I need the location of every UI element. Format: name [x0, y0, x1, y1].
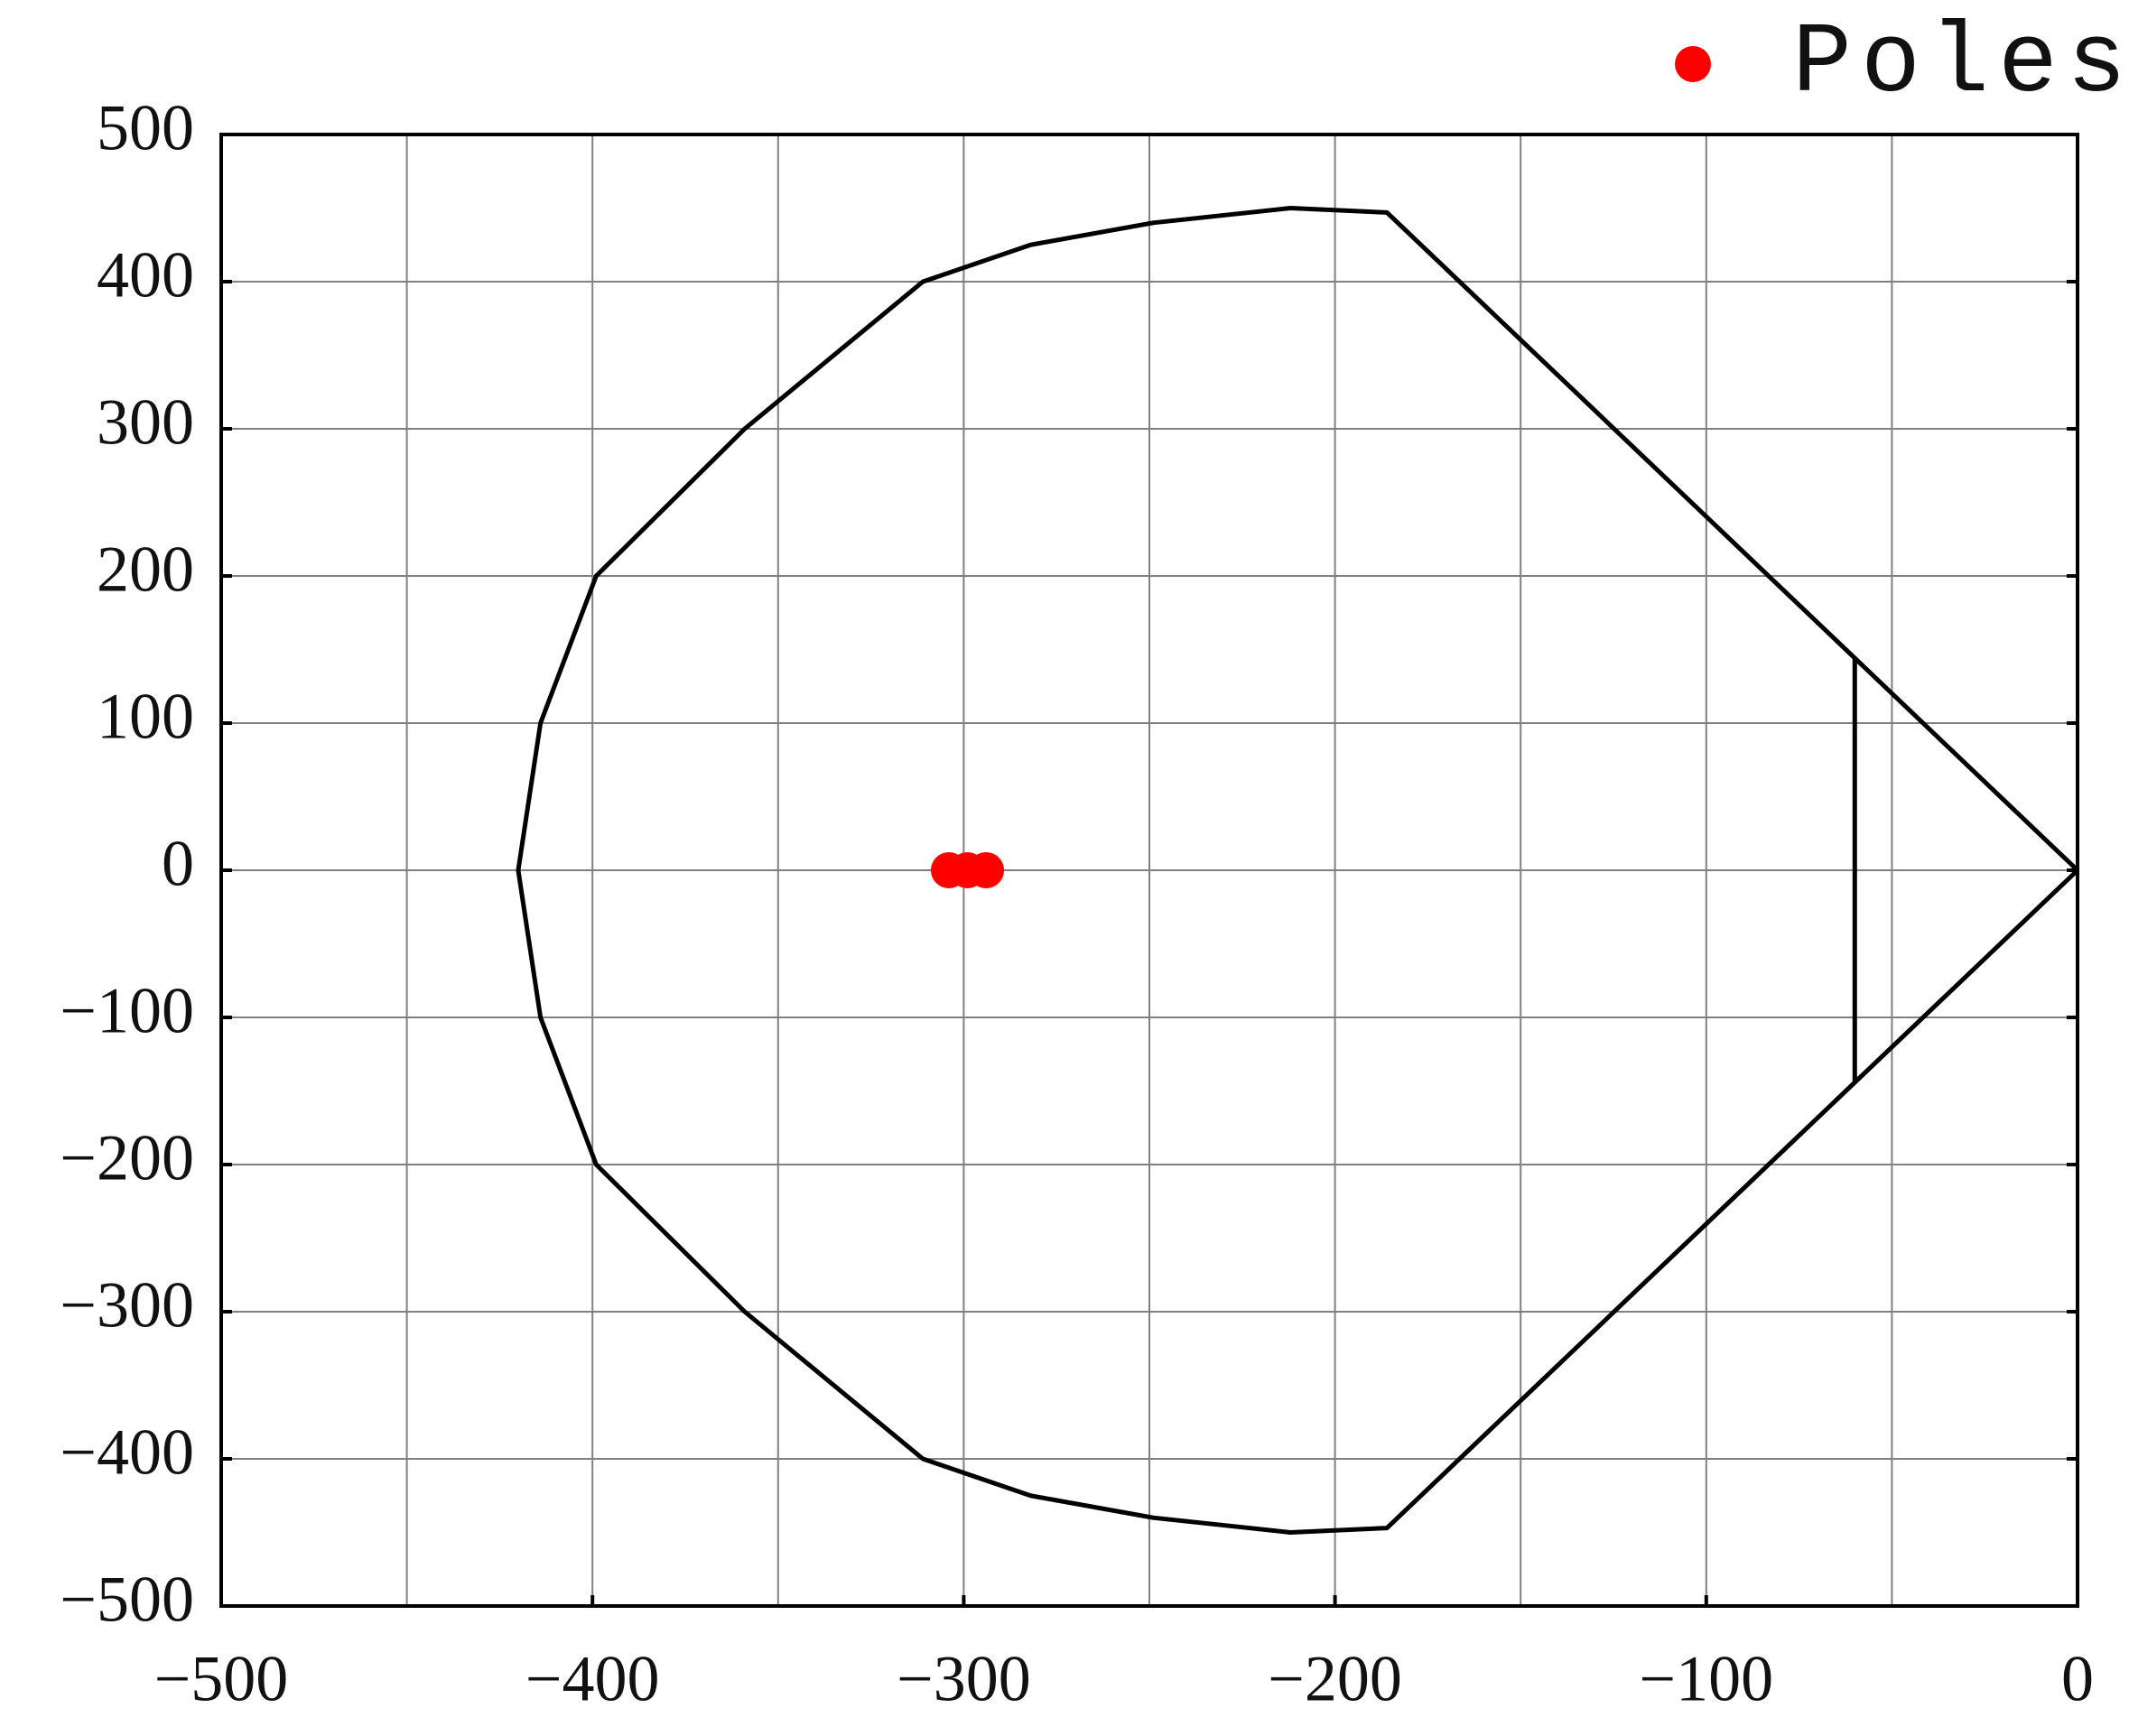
x-tick-label: −200	[1268, 1643, 1402, 1715]
y-tick-label: 0	[162, 828, 194, 900]
y-tick-label: 300	[97, 386, 194, 459]
y-tick-label: −300	[60, 1269, 194, 1341]
y-tick-label: 500	[97, 92, 194, 164]
legend-label: Poles	[1792, 8, 2129, 121]
y-tick-label: 200	[97, 534, 194, 606]
x-tick-label: −300	[897, 1643, 1031, 1715]
y-tick-label: −500	[60, 1564, 194, 1636]
y-tick-label: −100	[60, 975, 194, 1047]
y-tick-label: −200	[60, 1122, 194, 1194]
y-tick-label: 100	[97, 681, 194, 753]
legend-marker	[1675, 46, 1711, 82]
x-tick-label: −500	[154, 1643, 289, 1715]
x-tick-label: −100	[1639, 1643, 1773, 1715]
pole-point	[968, 852, 1005, 888]
boundary-line	[516, 206, 2079, 1535]
x-tick-label: −400	[525, 1643, 660, 1715]
y-tick-label: 400	[97, 239, 194, 311]
y-tick-label: −400	[60, 1416, 194, 1489]
x-tick-label: 0	[2061, 1643, 2094, 1715]
